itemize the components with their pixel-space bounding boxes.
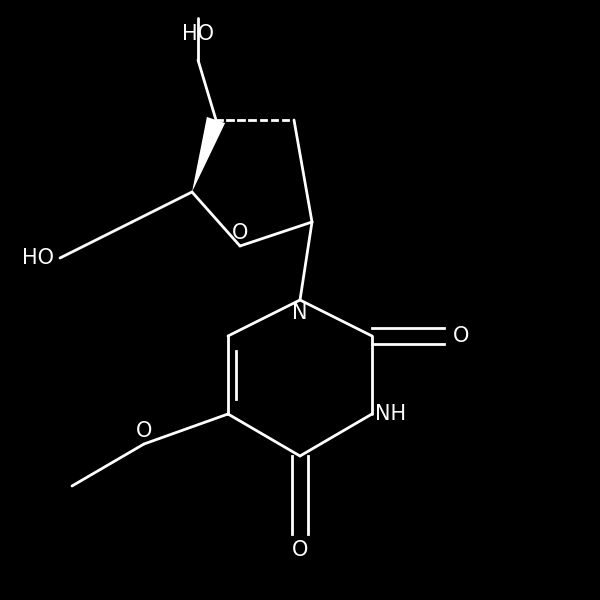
Text: HO: HO (182, 24, 214, 44)
Text: O: O (292, 540, 308, 560)
Text: O: O (453, 326, 469, 346)
Text: NH: NH (375, 404, 406, 424)
Text: O: O (232, 223, 248, 243)
Polygon shape (192, 117, 225, 192)
Text: N: N (292, 303, 308, 323)
Text: O: O (136, 421, 152, 441)
Text: HO: HO (22, 248, 54, 268)
